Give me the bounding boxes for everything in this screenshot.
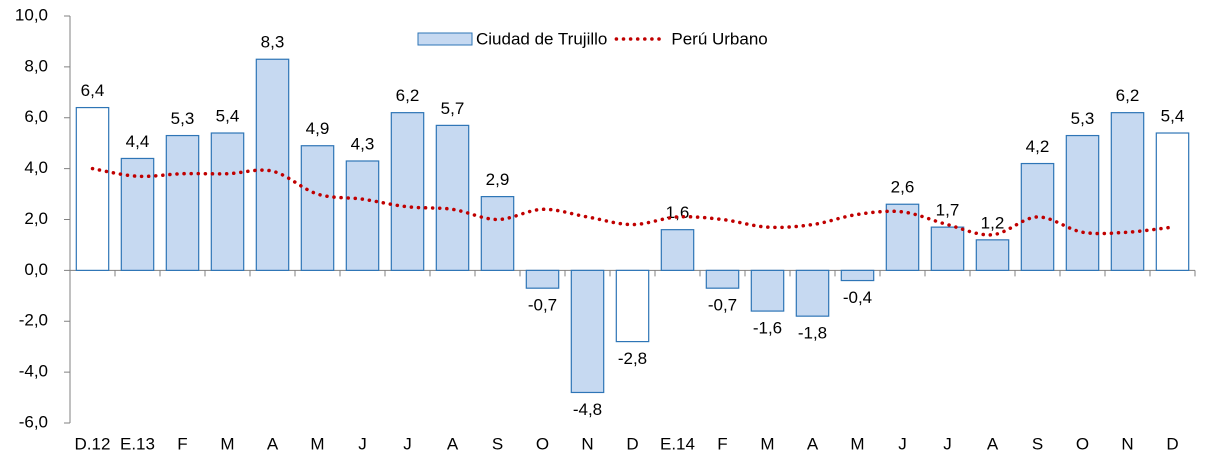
- bar: [975, 239, 1010, 271]
- bar: [435, 124, 470, 271]
- x-tick-label: E.14: [660, 434, 695, 453]
- x-tick-label: M: [220, 434, 234, 453]
- x-tick-label: J: [403, 434, 412, 453]
- data-label: 6,4: [81, 81, 105, 100]
- legend-swatch: [417, 32, 473, 46]
- x-tick-label: D: [1166, 434, 1178, 453]
- x-tick-label: F: [177, 434, 187, 453]
- x-tick-label: O: [536, 434, 549, 453]
- data-label: -4,8: [573, 400, 602, 419]
- data-label: 5,4: [216, 106, 240, 125]
- bar: [840, 269, 875, 282]
- x-tick-label: A: [987, 434, 999, 453]
- x-tick-label: J: [943, 434, 952, 453]
- data-label: -1,6: [753, 319, 782, 338]
- x-tick-label: D: [626, 434, 638, 453]
- bar: [300, 145, 335, 271]
- bar: [660, 229, 695, 271]
- bar: [750, 269, 785, 312]
- x-tick-label: M: [310, 434, 324, 453]
- x-tick-label: E.13: [120, 434, 155, 453]
- bar: [1020, 162, 1055, 271]
- bar: [705, 269, 740, 289]
- bar: [345, 160, 380, 271]
- y-tick-label: 10,0: [15, 5, 48, 24]
- bar: [795, 269, 830, 317]
- bar: [1065, 134, 1100, 271]
- x-tick-label: N: [1121, 434, 1133, 453]
- bar: [1110, 112, 1145, 271]
- data-label: 1,7: [936, 201, 960, 220]
- bar: [390, 112, 425, 271]
- data-label: 5,4: [1161, 106, 1185, 125]
- data-label: 8,3: [261, 33, 285, 52]
- bar: [255, 58, 290, 271]
- legend-label: Perú Urbano: [671, 29, 767, 48]
- x-tick-label: A: [447, 434, 459, 453]
- data-label: 4,3: [351, 134, 375, 153]
- bar: [615, 269, 650, 343]
- bar: [885, 203, 920, 271]
- bar: [480, 196, 515, 271]
- x-tick-label: N: [581, 434, 593, 453]
- data-label: 2,9: [486, 170, 510, 189]
- data-label: 4,2: [1026, 137, 1050, 156]
- x-tick-label: S: [1032, 434, 1043, 453]
- x-tick-label: M: [850, 434, 864, 453]
- data-label: -1,8: [798, 324, 827, 343]
- x-tick-label: S: [492, 434, 503, 453]
- x-tick-label: J: [898, 434, 907, 453]
- x-tick-label: A: [267, 434, 279, 453]
- bar: [210, 132, 245, 271]
- legend-label: Ciudad de Trujillo: [476, 29, 607, 48]
- x-tick-label: D.12: [75, 434, 111, 453]
- x-tick-label: J: [358, 434, 367, 453]
- data-label: 2,6: [891, 178, 915, 197]
- bar: [570, 269, 605, 394]
- bar: [75, 106, 110, 271]
- x-tick-label: M: [760, 434, 774, 453]
- data-label: -2,8: [618, 349, 647, 368]
- y-tick-label: 2,0: [24, 209, 48, 228]
- y-tick-label: -4,0: [19, 362, 48, 381]
- y-tick-label: 6,0: [24, 107, 48, 126]
- y-tick-label: -6,0: [19, 412, 48, 431]
- y-tick-label: 0,0: [24, 260, 48, 279]
- bar: [930, 226, 965, 271]
- data-label: 6,2: [396, 86, 420, 105]
- data-label: 5,7: [441, 99, 465, 118]
- bar: [165, 134, 200, 271]
- data-label: -0,7: [708, 296, 737, 315]
- bar: [525, 269, 560, 289]
- data-label: 4,9: [306, 119, 330, 138]
- x-tick-label: O: [1076, 434, 1089, 453]
- data-label: 5,3: [1071, 109, 1095, 128]
- data-label: 6,2: [1116, 86, 1140, 105]
- bar: [1155, 132, 1190, 271]
- data-label: -0,7: [528, 296, 557, 315]
- y-tick-label: -2,0: [19, 311, 48, 330]
- data-label: -0,4: [843, 288, 872, 307]
- y-tick-label: 8,0: [24, 56, 48, 75]
- line: [90, 166, 1175, 237]
- x-tick-label: A: [807, 434, 819, 453]
- data-label: 4,4: [126, 132, 150, 151]
- y-tick-label: 4,0: [24, 158, 48, 177]
- data-label: 1,2: [981, 213, 1005, 232]
- x-tick-label: F: [717, 434, 727, 453]
- data-label: 5,3: [171, 109, 195, 128]
